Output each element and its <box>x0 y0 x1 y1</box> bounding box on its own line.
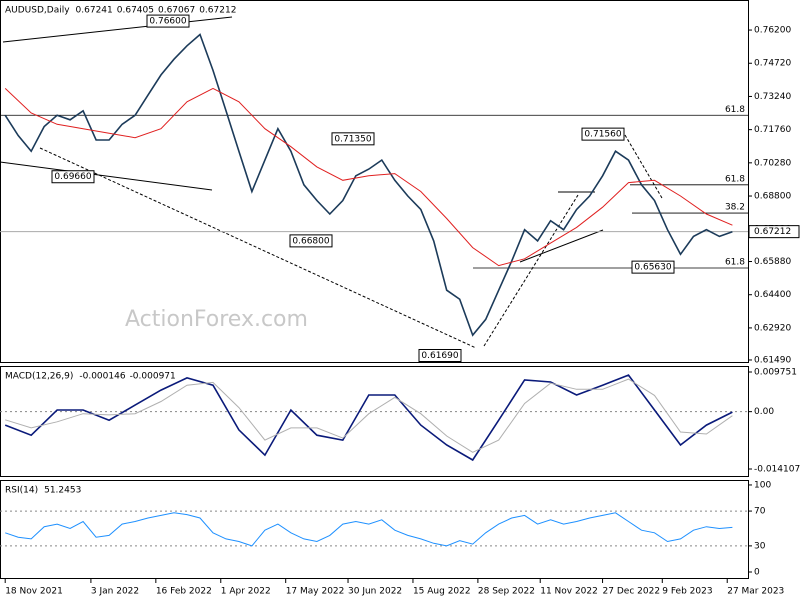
y-tick-label: 0 <box>754 567 760 577</box>
panel-title: AUDUSD,Daily <box>5 6 70 16</box>
annotation-label: 0.71350 <box>334 134 371 144</box>
panel-title: RSI(14) <box>5 486 38 496</box>
y-tick-label: 0.68800 <box>754 192 791 202</box>
x-tick-label: 3 Jan 2022 <box>91 587 139 597</box>
series-line <box>5 378 733 453</box>
series-line <box>5 512 733 547</box>
price-annotation: 0.61690 <box>418 348 462 362</box>
y-tick-label: 0.009751 <box>754 368 797 378</box>
trendline <box>519 229 604 263</box>
series-line <box>4 33 733 337</box>
y-tick-label: 0.71760 <box>754 125 791 135</box>
fib-ratio: 61.8 <box>725 174 745 184</box>
annotation-box <box>51 170 95 184</box>
y-tick-label: 0.65880 <box>754 257 791 267</box>
y-tick-label: 70 <box>754 507 766 517</box>
annotation-label: 0.71560 <box>584 130 621 140</box>
panel-reading: -0.000146 <box>79 372 125 382</box>
price-annotation: 0.66800 <box>289 234 333 248</box>
annotation-label: 0.69660 <box>54 172 91 182</box>
panel-title: MACD(12,26,9) <box>5 372 73 382</box>
annotation-box <box>146 14 190 28</box>
trendline <box>2 16 233 43</box>
annotation-box <box>331 132 375 146</box>
annotation-label: 0.61690 <box>421 351 458 361</box>
y-tick-label: 100 <box>754 480 771 490</box>
y-tick-label: 0.73240 <box>754 92 791 102</box>
price-annotation: 0.76600 <box>146 14 190 28</box>
panel-reading: 51.2453 <box>44 486 81 496</box>
annotation-box <box>631 260 675 274</box>
x-tick-label: 18 Nov 2021 <box>5 587 63 597</box>
y-tick-label: 0.74720 <box>754 59 791 69</box>
y-tick-label: 30 <box>754 541 766 551</box>
y-tick-label: 0.62920 <box>754 323 791 333</box>
annotation-label: 0.76600 <box>149 17 186 27</box>
annotation-label: 0.65630 <box>634 263 671 273</box>
trendline <box>624 134 663 199</box>
x-tick-label: 28 Sep 2022 <box>478 587 535 597</box>
fib-ratio: 61.8 <box>725 258 745 268</box>
x-tick-label: 17 May 2022 <box>286 587 345 597</box>
price-annotation: 0.65630 <box>631 260 675 274</box>
panel-reading: -0.000971 <box>130 372 176 382</box>
y-tick-label: 0.70280 <box>754 158 791 168</box>
x-tick-label: 27 Mar 2023 <box>727 587 784 597</box>
trendline <box>0 161 213 191</box>
y-tick-label: -0.014107 <box>754 464 800 474</box>
watermark: ActionForex.com <box>125 307 308 332</box>
fib-ratio: 61.8 <box>725 105 745 115</box>
panel-reading: 0.67067 <box>158 6 195 16</box>
annotation-box <box>289 234 333 248</box>
x-tick-label: 9 Feb 2023 <box>662 587 712 597</box>
x-tick-label: 30 Jun 2022 <box>348 587 402 597</box>
series-line <box>4 374 733 462</box>
fib-ratio: 38.2 <box>725 203 745 213</box>
panel-reading: 0.67241 <box>76 6 113 16</box>
panel-reading: 0.67212 <box>199 6 236 16</box>
current-price-box <box>748 225 800 239</box>
price-annotation: 0.69660 <box>51 170 95 184</box>
series-line <box>4 87 733 267</box>
x-tick-label: 27 Dec 2022 <box>603 587 661 597</box>
panel-reading: 0.67405 <box>117 6 154 16</box>
annotation-box <box>581 127 625 141</box>
y-tick-label: 0.00 <box>754 407 774 417</box>
macd-panel <box>0 366 749 477</box>
x-tick-label: 15 Aug 2022 <box>413 587 471 597</box>
current-price-label: 0.67212 <box>754 227 791 237</box>
x-tick-label: 11 Nov 2022 <box>540 587 598 597</box>
x-tick-label: 1 Apr 2022 <box>221 587 271 597</box>
price-annotation: 0.71350 <box>331 132 375 146</box>
annotation-label: 0.66800 <box>292 236 329 246</box>
y-tick-label: 0.76200 <box>754 26 791 36</box>
rsi-panel <box>0 480 749 579</box>
price-panel <box>0 0 749 363</box>
y-tick-label: 0.61490 <box>754 355 791 365</box>
annotation-box <box>418 348 462 362</box>
x-tick-label: 16 Feb 2022 <box>156 587 212 597</box>
price-annotation: 0.71560 <box>581 127 625 141</box>
y-tick-label: 0.64400 <box>754 290 791 300</box>
